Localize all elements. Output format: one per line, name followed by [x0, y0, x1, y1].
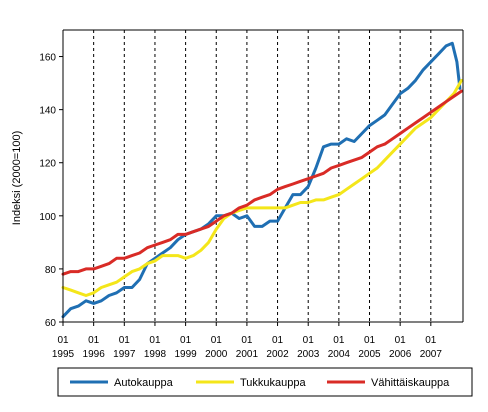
legend-box — [57, 367, 473, 397]
x-tick-label-year: 2004 — [328, 349, 351, 360]
x-tick-label-year: 1998 — [144, 349, 167, 360]
x-tick-label-year: 2007 — [420, 349, 443, 360]
x-tick-label-month: 01 — [119, 335, 131, 346]
x-tick-label-year: 2003 — [297, 349, 320, 360]
axes: 60 80 100 120 140 160 01 1995 01 1996 01 1997 01 1998… — [39, 29, 464, 360]
y-tick-label: 60 — [45, 318, 57, 329]
x-tick-label-month: 01 — [241, 335, 253, 346]
x-tick-label-month: 01 — [425, 335, 437, 346]
x-tick-label-month: 01 — [364, 335, 376, 346]
x-tick-label-month: 01 — [57, 335, 69, 346]
series-line — [61, 78, 463, 297]
series-line — [61, 41, 462, 319]
x-tick-label-month: 01 — [211, 335, 223, 346]
y-tick-label: 80 — [45, 265, 57, 276]
series-lines — [61, 41, 463, 319]
x-tick-label-year: 1997 — [113, 349, 136, 360]
y-tick-label: 100 — [39, 212, 56, 223]
y-tick-label: 140 — [39, 106, 56, 117]
x-tick-label-month: 01 — [180, 335, 192, 346]
x-tick-label-month: 01 — [303, 335, 315, 346]
x-tick-label-year: 2000 — [205, 349, 228, 360]
y-tick-label: 120 — [39, 159, 56, 170]
x-tick-label-month: 01 — [272, 335, 284, 346]
x-tick-label-year: 2001 — [236, 349, 259, 360]
x-tick-label-month: 01 — [395, 335, 407, 346]
legend: Autokauppa Tukkukauppa Vähittäiskauppa — [57, 367, 473, 397]
y-tick-label: 160 — [39, 53, 56, 64]
legend-label: Vähittäiskauppa — [371, 377, 450, 389]
x-tick-label-year: 2002 — [266, 349, 289, 360]
x-tick-label-year: 2005 — [358, 349, 381, 360]
x-tick-label-year: 1996 — [83, 349, 106, 360]
legend-label: Autokauppa — [114, 377, 174, 389]
x-tick-label-month: 01 — [149, 335, 161, 346]
series-line — [61, 89, 463, 276]
x-tick-label-month: 01 — [333, 335, 345, 346]
x-tick-label-year: 1995 — [52, 349, 75, 360]
legend-label: Tukkukauppa — [240, 377, 307, 389]
vertical-gridlines — [93, 30, 432, 322]
y-axis-label: Indeksi (2000=100) — [11, 131, 23, 225]
x-tick-label-year: 2006 — [389, 349, 412, 360]
x-tick-label-month: 01 — [88, 335, 100, 346]
x-tick-label-year: 1999 — [174, 349, 197, 360]
